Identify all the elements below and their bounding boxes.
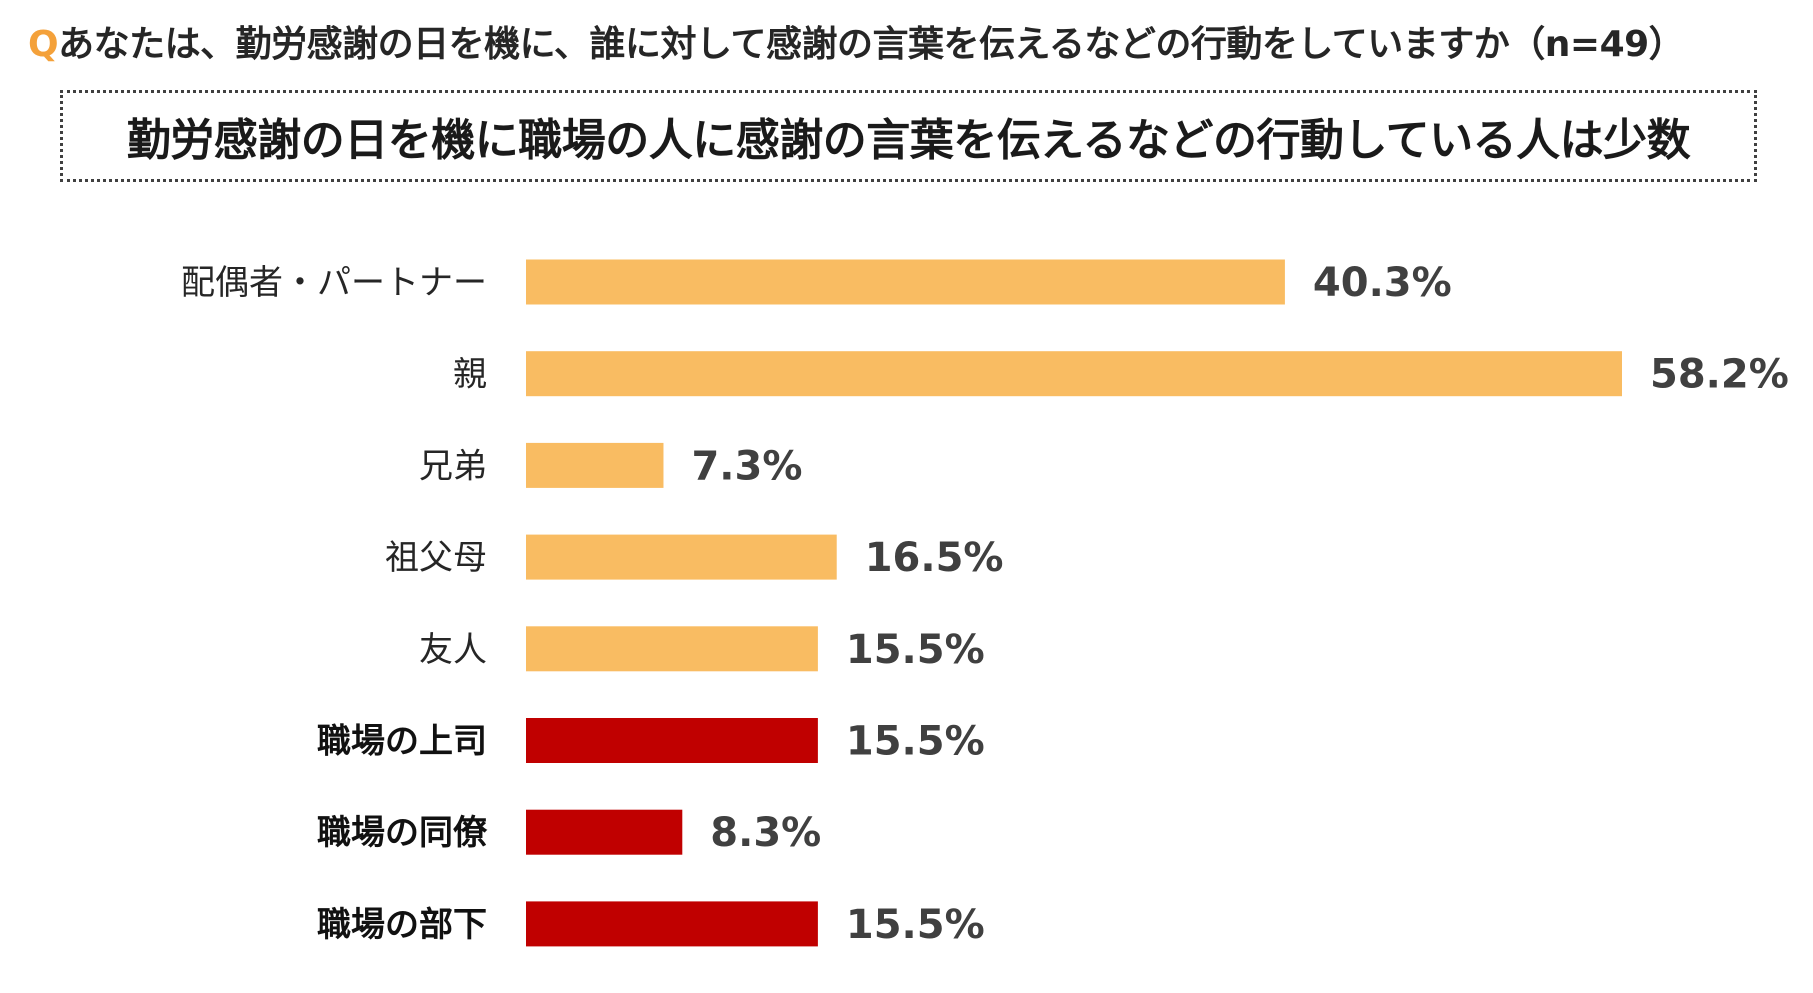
category-label: 配偶者・パートナー: [181, 263, 487, 303]
category-label: 友人: [419, 630, 487, 670]
bar: [526, 351, 1622, 397]
question-text: Qあなたは、勤労感謝の日を機に、誰に対して感謝の言葉を伝えるなどの行動をしていま…: [28, 18, 1798, 72]
value-label: 15.5%: [846, 902, 985, 948]
summary-text: 勤労感謝の日を機に職場の人に感謝の言葉を伝えるなどの行動している人は少数: [126, 115, 1691, 166]
category-label: 兄弟: [419, 446, 487, 486]
value-label: 15.5%: [846, 719, 985, 765]
question-body: あなたは、勤労感謝の日を機に、誰に対して感謝の言葉を伝えるなどの行動をしています…: [58, 24, 1685, 65]
bar: [526, 442, 664, 488]
bar: [526, 259, 1285, 305]
value-label: 15.5%: [846, 627, 985, 673]
category-label: 職場の同僚: [317, 813, 488, 853]
bar: [526, 901, 818, 947]
category-label: 職場の部下: [317, 905, 487, 945]
summary-box: 勤労感謝の日を機に職場の人に感謝の言葉を伝えるなどの行動している人は少数: [60, 90, 1757, 182]
category-label: 職場の上司: [317, 722, 487, 762]
value-label: 58.2%: [1650, 352, 1789, 398]
question-mark: Q: [28, 24, 59, 65]
value-label: 8.3%: [710, 810, 821, 856]
bar: [526, 809, 683, 855]
category-label: 親: [453, 355, 487, 395]
bar: [526, 534, 837, 580]
value-label: 40.3%: [1313, 260, 1452, 306]
value-label: 7.3%: [691, 443, 802, 489]
bar: [526, 718, 818, 763]
bar: [526, 626, 818, 672]
value-label: 16.5%: [865, 535, 1004, 581]
category-label: 祖父母: [385, 538, 487, 578]
